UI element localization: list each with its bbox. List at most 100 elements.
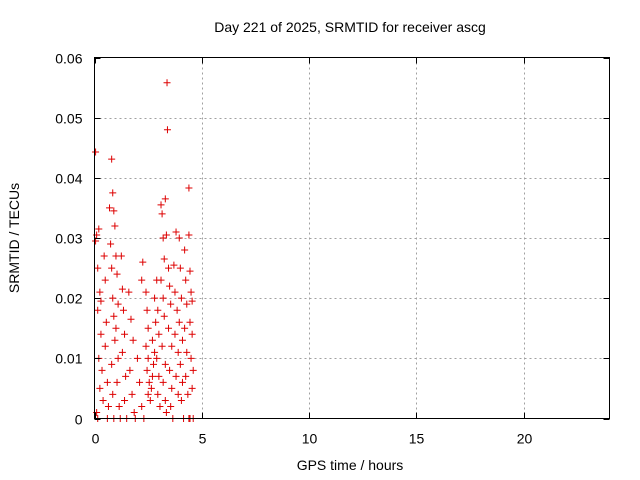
data-point	[143, 306, 151, 314]
data-point	[98, 366, 106, 374]
data-point	[113, 378, 121, 386]
data-point	[138, 276, 146, 284]
data-point	[127, 315, 135, 323]
y-tick-label: 0.02	[55, 291, 82, 307]
data-point	[107, 240, 115, 248]
data-point	[172, 228, 180, 236]
data-point	[167, 300, 175, 308]
data-point	[161, 195, 169, 203]
data-point	[94, 306, 102, 314]
data-point	[163, 126, 171, 134]
data-point	[183, 300, 191, 308]
data-point	[96, 288, 104, 296]
data-point	[111, 336, 119, 344]
data-point	[97, 297, 105, 305]
data-point	[188, 330, 196, 338]
data-point	[142, 342, 150, 350]
y-axis-title: SRMTID / TECUs	[6, 183, 22, 293]
data-point	[166, 366, 174, 374]
data-point	[144, 390, 152, 398]
data-point	[101, 276, 109, 284]
data-point	[108, 264, 116, 272]
data-point	[155, 330, 163, 338]
y-tick-label: 0.06	[55, 51, 82, 67]
data-point	[176, 360, 184, 368]
data-point	[183, 348, 191, 356]
data-point	[154, 390, 162, 398]
data-point	[136, 378, 144, 386]
data-point	[181, 324, 189, 332]
data-point	[177, 294, 185, 302]
data-point	[185, 231, 193, 239]
data-point	[159, 378, 167, 386]
data-point	[153, 354, 161, 362]
data-point	[171, 330, 179, 338]
data-point	[161, 396, 169, 404]
data-point	[102, 318, 110, 326]
data-point	[144, 354, 152, 362]
data-point	[154, 306, 162, 314]
data-point	[109, 390, 117, 398]
y-tick-label: 0	[75, 412, 83, 428]
data-point	[113, 270, 121, 278]
data-point	[152, 318, 160, 326]
data-point	[111, 222, 119, 230]
data-point	[147, 384, 155, 392]
data-point	[151, 294, 159, 302]
plot-frame	[94, 57, 610, 419]
data-point	[159, 234, 167, 242]
data-point	[96, 384, 104, 392]
data-point	[101, 342, 109, 350]
data-point	[155, 372, 163, 380]
data-point	[133, 354, 141, 362]
data-point	[186, 318, 194, 326]
data-point	[187, 354, 195, 362]
data-point	[148, 336, 156, 344]
data-point	[176, 264, 184, 272]
data-point	[163, 79, 171, 87]
data-point	[150, 360, 158, 368]
data-point	[188, 384, 196, 392]
data-point	[161, 360, 169, 368]
data-point	[189, 366, 197, 374]
data-point	[129, 336, 137, 344]
y-tick-label: 0.03	[55, 231, 82, 247]
data-point	[181, 246, 189, 254]
data-point	[110, 207, 118, 215]
data-point	[174, 390, 182, 398]
data-point	[121, 396, 129, 404]
data-point	[158, 342, 166, 350]
data-point	[118, 348, 126, 356]
data-point	[157, 201, 165, 209]
y-tick-label: 0.05	[55, 111, 82, 127]
data-point	[156, 402, 164, 410]
data-point	[128, 390, 136, 398]
data-point	[94, 264, 102, 272]
data-points	[92, 79, 197, 422]
data-point	[165, 264, 173, 272]
x-tick-label: 0	[92, 431, 100, 447]
y-tick-label: 0.04	[55, 171, 82, 187]
data-point	[110, 312, 118, 320]
data-point	[118, 285, 126, 293]
x-tick-labels: 0 5 10 15 20	[92, 431, 533, 447]
x-tick-label: 20	[517, 431, 533, 447]
data-point	[188, 297, 196, 305]
data-point	[157, 276, 165, 284]
data-point	[172, 372, 180, 380]
data-point	[168, 384, 176, 392]
data-point	[173, 306, 181, 314]
data-point	[158, 210, 166, 218]
data-point	[186, 267, 194, 275]
data-point	[171, 288, 179, 296]
data-point	[108, 360, 116, 368]
data-point	[177, 396, 185, 404]
data-point	[184, 390, 192, 398]
data-point	[146, 396, 154, 404]
data-point	[174, 348, 182, 356]
data-point	[114, 300, 122, 308]
data-point	[121, 330, 129, 338]
data-point	[138, 402, 146, 410]
data-point	[104, 402, 112, 410]
data-point	[143, 366, 151, 374]
